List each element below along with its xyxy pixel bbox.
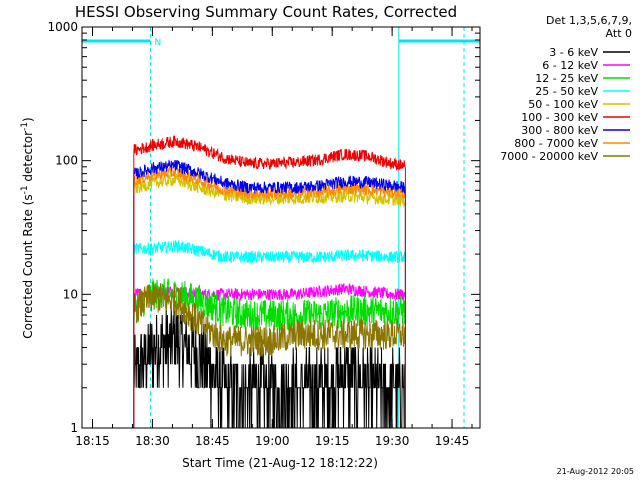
series-line-7000-20000-kev <box>133 281 406 428</box>
night-flag-label: N <box>154 38 161 48</box>
x-tick-label: 18:30 <box>135 434 170 448</box>
x-tick-label: 18:15 <box>75 434 110 448</box>
y-axis-label-part1: Corrected Count Rate (s <box>21 194 35 338</box>
legend-header-line: Att 0 <box>606 27 632 40</box>
y-axis-label-sup2: -1 <box>20 122 30 131</box>
chart-title: HESSI Observing Summary Count Rates, Cor… <box>75 3 457 21</box>
plot-frame <box>81 26 481 429</box>
legend-entry-label: 100 - 300 keV <box>521 111 598 124</box>
x-tick-label: 19:45 <box>435 434 470 448</box>
y-tick-label: 10 <box>63 287 78 301</box>
legend-header-line: Det 1,3,5,6,7,9, <box>546 14 632 27</box>
legend-entry-label: 25 - 50 keV <box>535 85 598 98</box>
y-axis-label-part3: ) <box>21 117 35 122</box>
x-tick-label: 18:45 <box>195 434 230 448</box>
legend-entry-label: 12 - 25 keV <box>535 72 598 85</box>
series-line-25-50-kev <box>133 240 406 428</box>
legend-entry-label: 50 - 100 keV <box>528 98 598 111</box>
y-axis-label-sup1: -1 <box>20 185 30 194</box>
series-line-3-6-kev <box>133 307 406 429</box>
series-line-50-100-kev <box>133 174 406 428</box>
y-tick-label: 1 <box>70 421 78 435</box>
legend-entry-label: 800 - 7000 keV <box>514 137 598 150</box>
legend-entry-label: 6 - 12 keV <box>542 59 598 72</box>
x-tick-label: 19:15 <box>315 434 350 448</box>
legend-entry-label: 3 - 6 keV <box>549 46 598 59</box>
y-axis-label: Corrected Count Rate (s-1 detector-1) <box>20 117 35 338</box>
legend-entry-label: 7000 - 20000 keV <box>500 150 598 163</box>
series-line-800-7000-kev <box>133 165 406 428</box>
y-tick-label: 1000 <box>47 20 78 34</box>
y-axis-label-part2: detector <box>21 131 35 186</box>
x-tick-label: 19:30 <box>375 434 410 448</box>
footer-timestamp: 21-Aug-2012 20:05 <box>557 467 634 476</box>
series-line-300-800-kev <box>133 159 406 428</box>
series-line-100-300-kev <box>133 135 406 428</box>
y-tick-label: 100 <box>55 154 78 168</box>
x-tick-label: 19:00 <box>255 434 290 448</box>
x-axis-label: Start Time (21-Aug-12 18:12:22) <box>182 456 378 470</box>
legend-entry-label: 300 - 800 keV <box>521 124 598 137</box>
